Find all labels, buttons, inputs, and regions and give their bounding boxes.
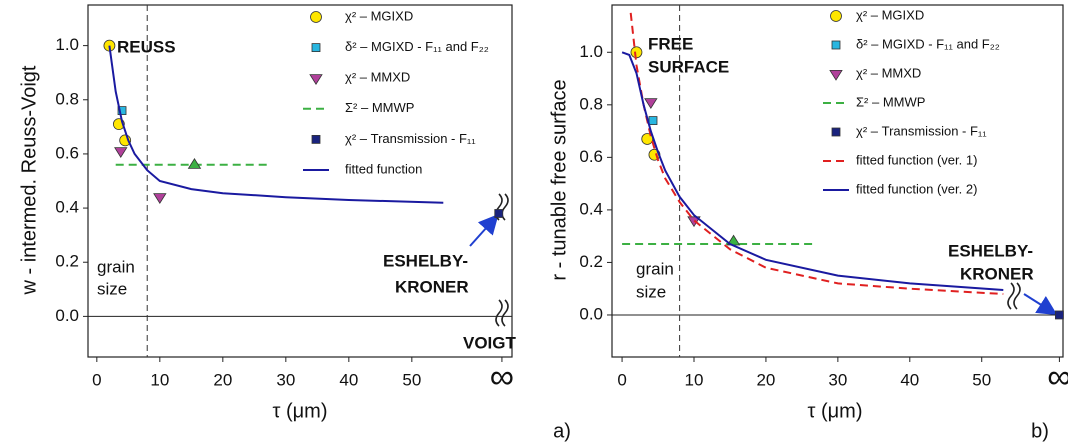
marker xyxy=(494,209,504,218)
marker xyxy=(153,193,167,205)
x-tick-label: 20 xyxy=(213,370,232,389)
x-tick-label: 30 xyxy=(276,370,295,389)
marker xyxy=(117,106,127,115)
x-tick-label: 0 xyxy=(617,370,626,389)
legend-label: χ² – MGIXD xyxy=(856,7,924,22)
marker xyxy=(309,74,323,85)
marker xyxy=(311,43,321,52)
x-tick-label: 10 xyxy=(150,370,169,389)
x-tick-label: 20 xyxy=(756,370,775,389)
x-tick-label: 40 xyxy=(900,370,919,389)
annotation: size xyxy=(97,279,127,298)
legend-label: fitted function (ver. 1) xyxy=(856,152,977,167)
curve xyxy=(621,51,1004,291)
x-tick-label: 30 xyxy=(828,370,847,389)
x-axis-title: τ (μm) xyxy=(808,400,863,422)
annotation: REUSS xyxy=(117,37,176,56)
y-tick-label: 1.0 xyxy=(579,42,603,61)
y-tick-label: 0.4 xyxy=(579,199,603,218)
x-tick-label: 10 xyxy=(685,370,704,389)
y-tick-label: 0.6 xyxy=(55,143,79,162)
x-tick-label: 40 xyxy=(339,370,358,389)
legend-label: fitted function xyxy=(345,161,422,176)
legend-label: χ² – Transmission - F₁₁ xyxy=(345,131,476,146)
marker xyxy=(187,157,202,169)
marker xyxy=(829,70,843,81)
axis-break xyxy=(501,299,509,327)
y-tick-label: 0.8 xyxy=(579,94,603,113)
annotation: ESHELBY- xyxy=(383,251,468,270)
legend-label: δ² – MGIXD - F₁₁ and F₂₂ xyxy=(345,39,489,54)
y-tick-label: 0.2 xyxy=(579,252,603,271)
annotation: KRONER xyxy=(395,277,469,296)
x-tick-label: 50 xyxy=(972,370,991,389)
marker xyxy=(311,134,321,144)
x-tick-label: ∞ xyxy=(1047,358,1068,396)
marker xyxy=(114,147,128,158)
legend-label: fitted function (ver. 2) xyxy=(856,181,977,196)
axis-break xyxy=(1007,282,1015,310)
x-tick-label: 50 xyxy=(402,370,421,389)
annotation: grain xyxy=(636,259,674,278)
annotation: grain xyxy=(97,257,135,276)
plot-frame xyxy=(87,4,513,358)
arrow xyxy=(1023,293,1058,316)
y-axis-title: r - tunable free surface xyxy=(548,79,570,280)
panel-label: b) xyxy=(1031,420,1049,442)
marker xyxy=(831,127,841,137)
y-tick-label: 0.6 xyxy=(579,147,603,166)
annotation: ESHELBY- xyxy=(948,241,1033,260)
y-axis-title: w - intermed. Reuss-Voigt xyxy=(18,65,40,295)
y-tick-label: 0.8 xyxy=(55,89,79,108)
panel-label: a) xyxy=(553,420,571,442)
legend-label: χ² – MMXD xyxy=(345,70,410,85)
marker xyxy=(648,116,658,125)
annotation: FREE xyxy=(648,34,693,53)
curve xyxy=(108,45,444,204)
axis-break xyxy=(495,299,503,327)
annotation: KRONER xyxy=(960,264,1034,283)
annotation: SURFACE xyxy=(648,57,729,76)
y-tick-label: 0.4 xyxy=(55,198,79,217)
x-axis-title: τ (μm) xyxy=(273,400,328,422)
y-tick-label: 0.2 xyxy=(55,252,79,271)
legend-label: Σ² – MMWP xyxy=(856,94,925,109)
marker xyxy=(831,40,841,50)
marker xyxy=(830,10,842,22)
legend-label: δ² – MGIXD - F₁₁ and F₂₂ xyxy=(856,36,1000,51)
y-tick-label: 0.0 xyxy=(55,306,79,325)
marker xyxy=(1055,310,1064,320)
marker xyxy=(644,98,658,109)
annotation: size xyxy=(636,282,666,301)
y-tick-label: 0.0 xyxy=(579,304,603,323)
legend-label: χ² – MMXD xyxy=(856,65,921,80)
legend-label: χ² – MGIXD xyxy=(345,8,413,23)
axis-break xyxy=(1013,282,1021,310)
y-tick-label: 1.0 xyxy=(55,35,79,54)
legend-label: χ² – Transmission - F₁₁ xyxy=(856,123,987,138)
arrow xyxy=(469,214,499,247)
x-tick-label: ∞ xyxy=(490,358,514,396)
marker xyxy=(310,11,322,23)
annotation: VOIGT xyxy=(463,333,517,352)
legend-label: Σ² – MMWP xyxy=(345,100,414,115)
x-tick-label: 0 xyxy=(92,370,101,389)
